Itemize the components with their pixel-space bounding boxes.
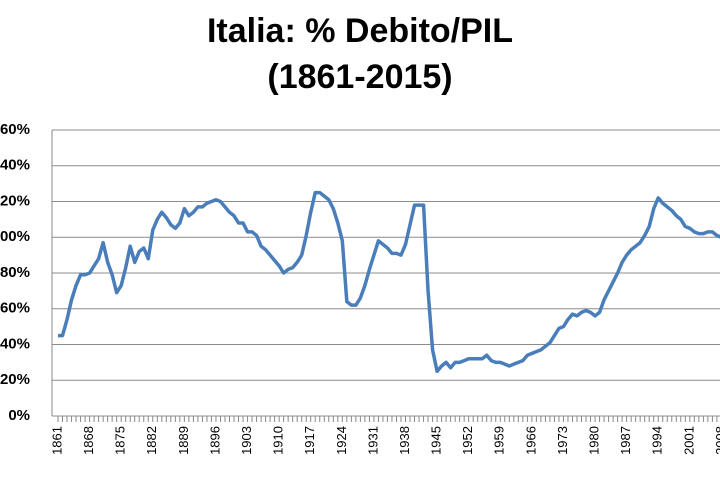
x-tick-label: 1917 (302, 426, 317, 455)
x-tick-label: 2001 (681, 426, 696, 455)
x-tick-label: 1931 (365, 426, 380, 455)
x-tick-label: 1924 (334, 426, 349, 455)
y-tick-label: 160% (0, 121, 30, 138)
x-tick-label: 1910 (271, 426, 286, 455)
y-tick-label: 60% (0, 300, 30, 317)
x-tick-label: 1994 (650, 426, 665, 455)
x-tick-label: 1896 (207, 426, 222, 455)
x-tick-label: 1875 (113, 426, 128, 455)
y-tick-label: 100% (0, 228, 30, 245)
x-tick-label: 1889 (176, 426, 191, 455)
chart-subtitle: (1861-2015) (267, 58, 452, 96)
y-tick-label: 140% (0, 157, 30, 174)
x-tick-label: 1945 (429, 426, 444, 455)
x-tick-label: 2008 (713, 426, 720, 455)
x-tick-label: 1966 (523, 426, 538, 455)
y-tick-label: 120% (0, 192, 30, 209)
x-tick-label: 1868 (81, 426, 96, 455)
y-tick-label: 20% (0, 371, 30, 388)
y-tick-label: 80% (0, 264, 30, 281)
x-tick-label: 1903 (239, 426, 254, 455)
x-tick-label: 1861 (49, 426, 64, 455)
chart-title: Italia: % Debito/PIL (207, 12, 513, 50)
x-tick-label: 1959 (492, 426, 507, 455)
data-line (58, 190, 720, 374)
x-tick-label: 1882 (144, 426, 159, 455)
x-tick-label: 1980 (586, 426, 601, 455)
x-tick-label: 1952 (460, 426, 475, 455)
x-tick-label: 1987 (618, 426, 633, 455)
y-tick-label: 40% (0, 335, 30, 352)
x-tick-label: 1938 (397, 426, 412, 455)
y-tick-label: 0% (8, 407, 30, 424)
x-tick-label: 1973 (555, 426, 570, 455)
